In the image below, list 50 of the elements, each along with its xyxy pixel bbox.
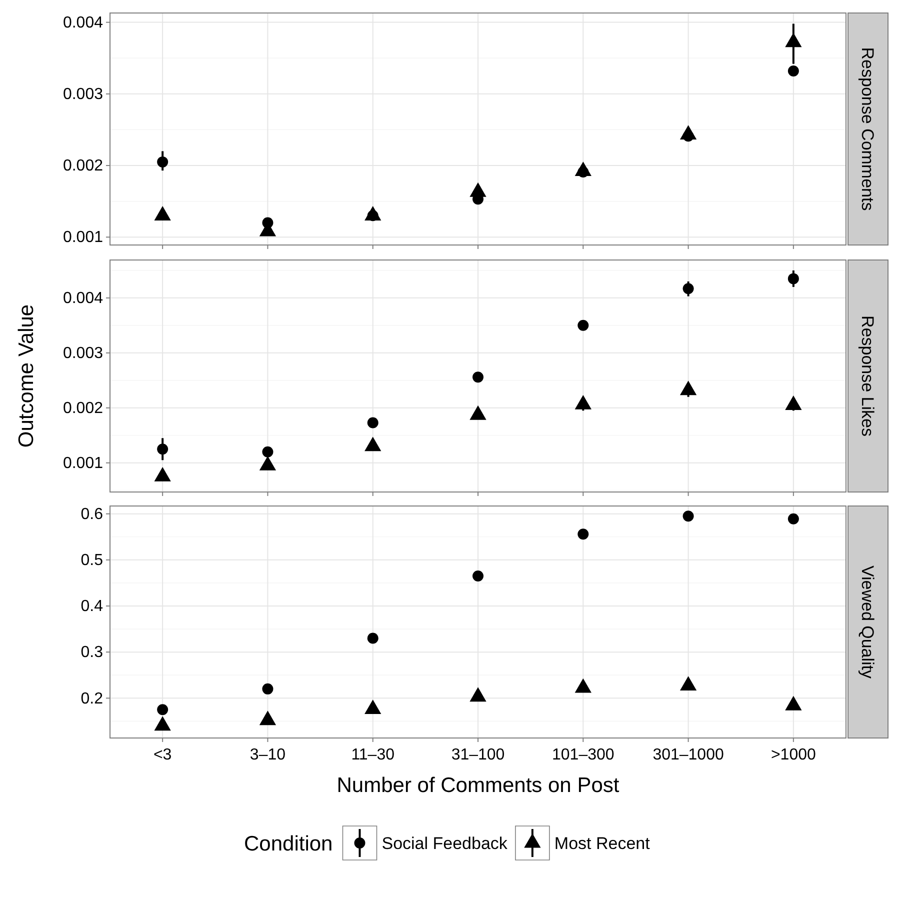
point <box>470 687 486 702</box>
point <box>578 528 589 540</box>
point <box>680 380 697 396</box>
y-tick-label: 0.4 <box>80 598 104 616</box>
y-axis-title: Outcome Value <box>15 304 38 448</box>
x-axis-title: Number of Comments on Post <box>336 774 620 797</box>
x-tick-label: 3–10 <box>250 746 286 764</box>
point <box>680 676 697 691</box>
y-tick-label: 0.001 <box>62 454 104 472</box>
y-tick-label: 0.003 <box>62 345 104 362</box>
point <box>154 466 171 482</box>
x-tick-label: 101–300 <box>552 746 614 764</box>
point <box>574 678 592 693</box>
point <box>154 716 171 731</box>
point <box>682 510 694 522</box>
y-tick-label: 0.3 <box>80 644 104 662</box>
point <box>364 700 382 714</box>
point <box>785 696 802 710</box>
point <box>788 513 799 524</box>
y2-axis-title: Viewed Quality <box>858 565 878 680</box>
point <box>788 273 799 284</box>
point <box>470 405 486 420</box>
y-tick-label: 0.6 <box>80 506 104 523</box>
y-tick-label: 0.004 <box>62 14 104 32</box>
x-tick-label: >1000 <box>770 746 816 764</box>
x-tick-label: 31–100 <box>451 746 505 764</box>
y-tick-label: 0.002 <box>62 158 104 175</box>
point <box>259 456 276 470</box>
point <box>785 396 802 410</box>
point <box>259 710 276 726</box>
y-tick-label: 0.001 <box>62 229 104 246</box>
y-tick-label: 0.004 <box>62 290 104 308</box>
y-tick-label: 0.003 <box>62 86 104 104</box>
y-tick-label: 0.002 <box>62 400 104 418</box>
point <box>472 570 484 582</box>
y-tick-label: 0.2 <box>80 690 104 708</box>
legend-label: Social Feedback <box>382 834 508 853</box>
x-tick-label: 11–30 <box>351 746 395 764</box>
legend-label: Most Recent <box>554 834 650 853</box>
point <box>367 632 378 644</box>
x-tick-label: 301–1000 <box>652 746 724 764</box>
y2-axis-title: Response Comments <box>858 47 878 211</box>
point <box>574 394 592 410</box>
point <box>578 320 589 331</box>
legend-title: Condition <box>244 832 333 856</box>
point <box>682 283 694 294</box>
y2-axis-title: Response Likes <box>858 316 878 436</box>
point <box>364 436 382 452</box>
y-tick-label: 0.5 <box>80 552 104 570</box>
x-tick-label: <3 <box>153 746 172 764</box>
